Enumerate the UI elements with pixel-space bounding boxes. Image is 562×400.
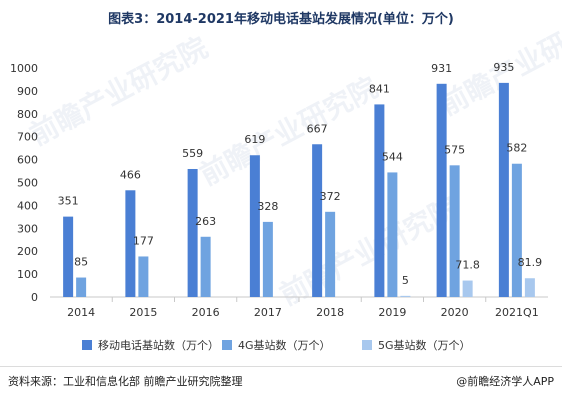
- data-label: 85: [74, 256, 88, 269]
- data-label: 931: [431, 62, 452, 75]
- bar: [462, 280, 473, 297]
- bar: [76, 277, 87, 297]
- bar: [374, 104, 385, 297]
- legend-item: 移动电话基站数（万个）: [82, 337, 219, 353]
- data-label: 81.9: [518, 256, 543, 269]
- bar: [138, 256, 149, 297]
- x-tick-label: 2015: [129, 306, 157, 319]
- y-tick-label: 400: [17, 199, 38, 212]
- x-tick-label: 2018: [316, 306, 344, 319]
- y-tick-label: 800: [17, 108, 38, 121]
- data-label: 575: [444, 143, 465, 156]
- bar: [498, 82, 509, 297]
- legend-swatch: [82, 340, 92, 350]
- bar: [187, 168, 198, 297]
- brand-credit: @前瞻经济学人APP: [456, 375, 554, 388]
- data-label: 5: [402, 274, 409, 287]
- legend-label: 5G基站数（万个）: [378, 339, 471, 352]
- bar: [325, 211, 336, 297]
- y-tick-label: 500: [17, 177, 38, 190]
- legend-swatch: [362, 340, 372, 350]
- data-label: 667: [307, 122, 328, 135]
- legend-item: 4G基站数（万个）: [222, 337, 331, 353]
- data-label: 466: [120, 168, 141, 181]
- x-tick-label: 2021Q1: [495, 306, 539, 319]
- data-label: 372: [320, 190, 341, 203]
- legend-swatch: [222, 340, 232, 350]
- bar: [63, 216, 74, 297]
- bar: [400, 295, 411, 297]
- bar: [449, 165, 460, 297]
- x-tick-label: 2017: [254, 306, 282, 319]
- data-label: 544: [382, 150, 403, 163]
- x-tick-label: 2019: [378, 306, 406, 319]
- x-tick-label: 2014: [67, 306, 95, 319]
- y-tick-label: 0: [31, 291, 38, 304]
- y-tick-label: 700: [17, 131, 38, 144]
- source-note: 资料来源：工业和信息化部 前瞻产业研究院整理: [8, 375, 243, 388]
- legend-label: 移动电话基站数（万个）: [98, 339, 219, 352]
- x-tick-label: 2016: [192, 306, 220, 319]
- footer-divider: [0, 366, 562, 367]
- data-label: 263: [195, 215, 216, 228]
- bar: [249, 155, 260, 297]
- data-label: 619: [244, 133, 265, 146]
- bar: [436, 83, 447, 298]
- y-tick-label: 600: [17, 154, 38, 167]
- data-label: 559: [182, 147, 203, 160]
- legend-label: 4G基站数（万个）: [238, 339, 331, 352]
- data-label: 328: [257, 200, 278, 213]
- y-tick-label: 1000: [10, 62, 38, 75]
- bar: [125, 190, 136, 297]
- data-label: 582: [506, 142, 527, 155]
- chart-legend: 移动电话基站数（万个） 4G基站数（万个） 5G基站数（万个）: [0, 337, 562, 357]
- data-label: 841: [369, 82, 390, 95]
- bar: [511, 163, 522, 297]
- y-tick-label: 300: [17, 222, 38, 235]
- chart-title: 图表3：2014-2021年移动电话基站发展情况(单位：万个): [108, 12, 454, 27]
- x-tick-label: 2020: [441, 306, 469, 319]
- data-label: 351: [58, 195, 79, 208]
- y-tick-label: 900: [17, 85, 38, 98]
- y-tick-label: 200: [17, 245, 38, 258]
- bar: [200, 236, 211, 297]
- data-label: 177: [133, 234, 154, 247]
- data-label: 935: [493, 61, 514, 74]
- legend-item: 5G基站数（万个）: [362, 337, 471, 353]
- bar: [262, 221, 273, 297]
- bar: [524, 278, 535, 297]
- bar: [387, 172, 398, 297]
- y-tick-label: 100: [17, 268, 38, 281]
- data-label: 71.8: [455, 259, 480, 272]
- bar: [312, 144, 323, 297]
